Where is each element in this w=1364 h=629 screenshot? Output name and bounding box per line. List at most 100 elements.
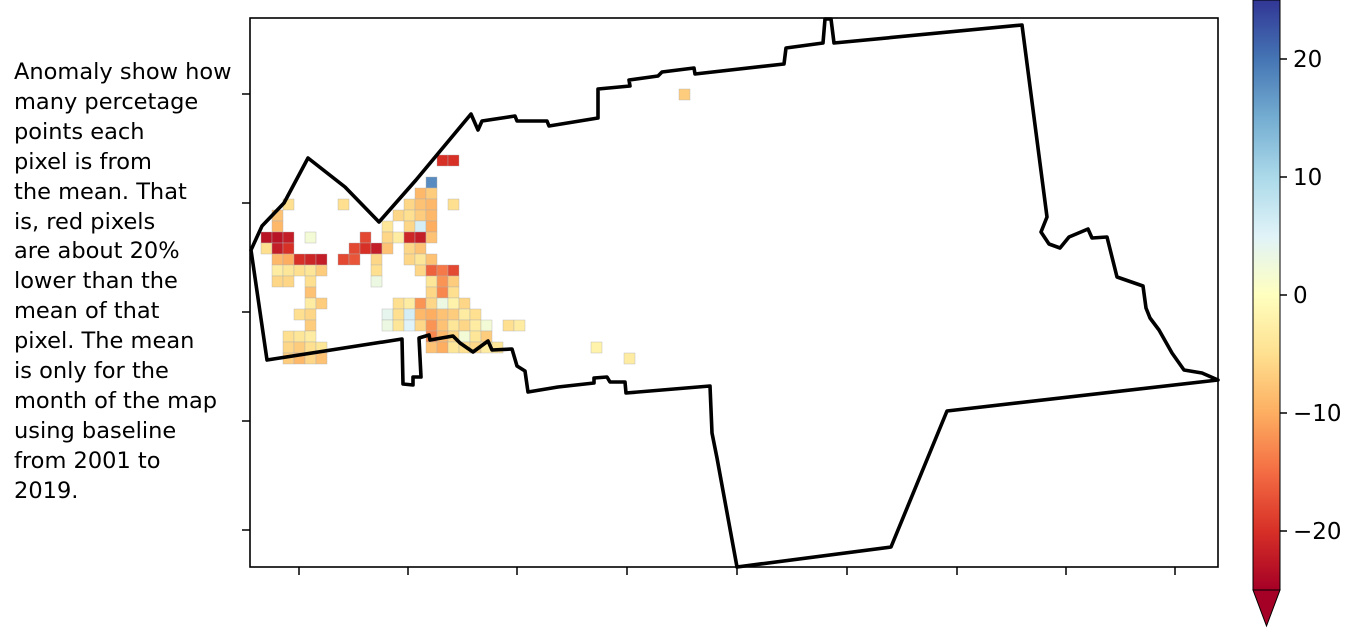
anomaly-pixel: [447, 308, 460, 321]
anomaly-pixel: [293, 330, 306, 343]
anomaly-pixel: [359, 231, 372, 244]
anomaly-pixel: [425, 319, 438, 332]
annotation-text: Anomaly show how many percetage points e…: [14, 59, 232, 504]
anomaly-pixel: [359, 242, 372, 255]
anomaly-pixel: [304, 231, 317, 244]
anomaly-pixel: [403, 198, 416, 211]
anomaly-pixel: [436, 286, 449, 299]
anomaly-pixel: [392, 297, 405, 310]
anomaly-pixel: [436, 297, 449, 310]
anomaly-pixel: [425, 341, 438, 354]
anomaly-pixel: [414, 187, 427, 200]
anomaly-pixel: [425, 275, 438, 288]
anomaly-pixel: [282, 330, 295, 343]
map-axes-frame: [249, 17, 1219, 568]
anomaly-pixel: [403, 220, 416, 233]
anomaly-pixel: [469, 330, 482, 343]
anomaly-pixel: [414, 308, 427, 321]
anomaly-pixel: [447, 154, 460, 167]
anomaly-pixel: [282, 264, 295, 277]
anomaly-pixel: [436, 264, 449, 277]
colorbar: 20 10 0 −10 −20: [1252, 0, 1342, 628]
anomaly-pixel: [458, 319, 471, 332]
anomaly-pixel: [414, 209, 427, 222]
anomaly-pixel: [414, 242, 427, 255]
anomaly-pixel: [392, 209, 405, 222]
anomaly-pixel: [425, 176, 438, 189]
anomaly-pixel: [436, 341, 449, 354]
anomaly-pixel: [403, 209, 416, 222]
anomaly-pixel: [513, 319, 526, 332]
anomaly-pixel: [502, 319, 515, 332]
colorbar-tick-label: 0: [1293, 283, 1308, 309]
y-axis-ticks: [242, 93, 250, 531]
anomaly-pixel: [381, 220, 394, 233]
anomaly-pixel: [425, 198, 438, 211]
anomaly-pixel: [403, 253, 416, 266]
anomaly-pixel: [436, 308, 449, 321]
anomaly-pixel: [458, 308, 471, 321]
colorbar-extend-min-arrow: [1252, 589, 1281, 628]
anomaly-pixel: [315, 264, 328, 277]
anomaly-pixel: [425, 231, 438, 244]
anomaly-pixel: [447, 198, 460, 211]
colorbar-tick-label: 10: [1293, 165, 1322, 191]
anomaly-pixel: [425, 297, 438, 310]
anomaly-pixel: [447, 286, 460, 299]
anomaly-pixel: [447, 264, 460, 277]
anomaly-pixel: [304, 308, 317, 321]
anomaly-pixel: [425, 308, 438, 321]
anomaly-pixel: [304, 275, 317, 288]
colorbar-gradient: [1252, 0, 1281, 591]
anomaly-pixel: [315, 253, 328, 266]
anomaly-pixel: [370, 253, 383, 266]
anomaly-pixel: [425, 286, 438, 299]
anomaly-pixel-layer: [260, 88, 691, 365]
anomaly-pixel: [381, 242, 394, 255]
anomaly-pixel: [392, 319, 405, 332]
anomaly-pixel: [304, 319, 317, 332]
anomaly-pixel: [414, 231, 427, 244]
anomaly-pixel: [414, 264, 427, 277]
anomaly-pixel: [447, 297, 460, 310]
anomaly-pixel: [403, 231, 416, 244]
anomaly-pixel: [304, 330, 317, 343]
anomaly-pixel: [282, 253, 295, 266]
region-boundary: [249, 17, 1220, 569]
anomaly-pixel: [403, 308, 416, 321]
x-axis-ticks: [298, 567, 1176, 575]
anomaly-pixel: [293, 308, 306, 321]
anomaly-pixel: [436, 275, 449, 288]
anomaly-pixel: [348, 253, 361, 266]
anomaly-pixel: [458, 330, 471, 343]
anomaly-pixel: [425, 253, 438, 266]
anomaly-pixel: [282, 275, 295, 288]
colorbar-tick-label: 20: [1293, 47, 1322, 73]
anomaly-pixel: [447, 319, 460, 332]
anomaly-pixel: [304, 264, 317, 277]
anomaly-pixel: [414, 297, 427, 310]
anomaly-pixel: [447, 275, 460, 288]
anomaly-pixel: [414, 220, 427, 233]
anomaly-pixel: [403, 242, 416, 255]
anomaly-pixel: [447, 341, 460, 354]
anomaly-pixel: [458, 297, 471, 310]
anomaly-pixel: [392, 231, 405, 244]
anomaly-pixel: [282, 231, 295, 244]
anomaly-pixel: [590, 341, 603, 354]
anomaly-pixel: [425, 209, 438, 222]
anomaly-pixel: [678, 88, 691, 101]
anomaly-pixel: [480, 319, 493, 332]
anomaly-pixel: [425, 220, 438, 233]
anomaly-pixel: [381, 231, 394, 244]
anomaly-pixel: [293, 253, 306, 266]
anomaly-pixel: [414, 253, 427, 266]
anomaly-pixel: [425, 264, 438, 277]
anomaly-pixel: [293, 264, 306, 277]
anomaly-pixel: [469, 319, 482, 332]
anomaly-pixel: [381, 319, 394, 332]
anomaly-pixel: [282, 242, 295, 255]
anomaly-pixel: [337, 198, 350, 211]
anomaly-pixel: [623, 352, 636, 365]
